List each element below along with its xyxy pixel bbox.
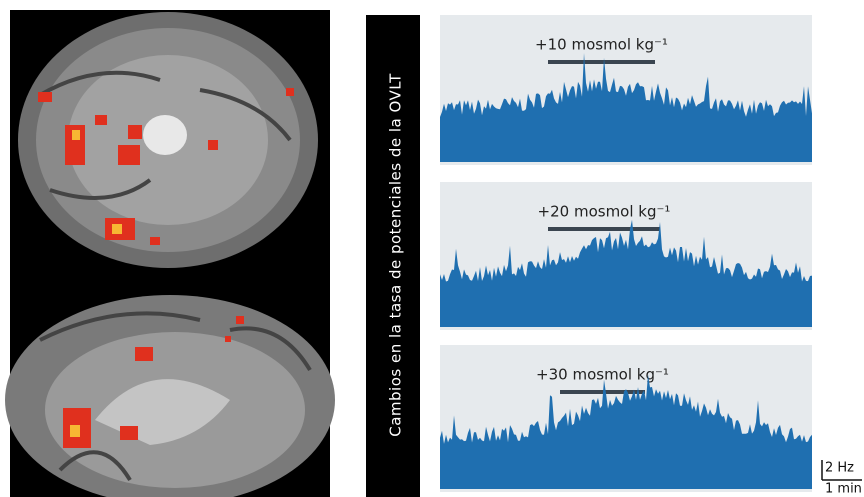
panel-label: +20 mosmol kg⁻¹ xyxy=(538,203,671,221)
figure: Cambios en la tasa de potenciales de la … xyxy=(0,0,864,497)
y-axis-label: Cambios en la tasa de potenciales de la … xyxy=(387,73,405,437)
scale-y-label: 2 Hz xyxy=(825,461,854,476)
brain-images xyxy=(5,10,335,497)
panel-label: +30 mosmol kg⁻¹ xyxy=(536,366,669,384)
scale-x-label: 1 min xyxy=(825,482,862,497)
panels: +10 mosmol kg⁻¹ +20 mosmol kg⁻¹ +30 mosmol… xyxy=(440,15,812,492)
scale-bar: 2 Hz 1 min xyxy=(822,460,862,497)
panel-label: +10 mosmol kg⁻¹ xyxy=(535,36,668,54)
